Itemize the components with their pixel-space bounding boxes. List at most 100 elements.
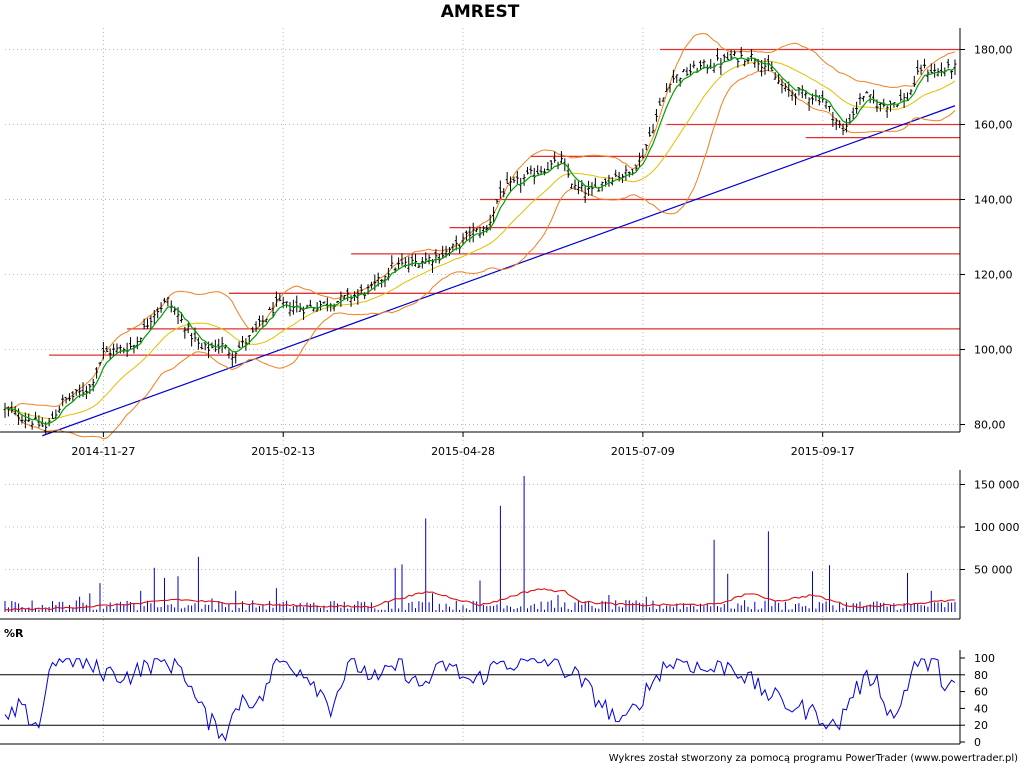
price-bar	[790, 89, 794, 101]
price-bar	[20, 414, 24, 424]
bollinger-lower-line	[4, 69, 956, 440]
price-x-tick-label: 2014-11-27	[71, 445, 135, 458]
price-bar	[308, 299, 312, 307]
price-bar	[644, 144, 648, 151]
price-bar	[57, 405, 61, 413]
volume-y-tick-label: 50 000	[974, 564, 1013, 577]
volume-average-line	[4, 588, 956, 611]
price-bar	[220, 336, 224, 354]
price-bar	[414, 253, 418, 267]
price-bar	[865, 90, 869, 94]
price-bar	[509, 176, 513, 192]
price-bar	[295, 295, 299, 313]
price-bar	[692, 60, 696, 69]
price-bar	[67, 393, 71, 402]
price-bar	[844, 118, 848, 133]
price-bar	[217, 338, 221, 354]
grid-lines	[102, 28, 824, 742]
price-bar	[685, 67, 689, 77]
price-bar	[397, 257, 401, 270]
price-bar	[149, 315, 153, 330]
price-bar	[665, 83, 669, 93]
price-bar	[851, 107, 855, 120]
price-bar	[855, 101, 859, 114]
price-bar	[475, 227, 479, 233]
price-bar	[515, 171, 519, 185]
price-bar	[553, 151, 557, 163]
price-bar	[522, 174, 526, 186]
price-bar	[315, 302, 319, 312]
price-bar	[743, 60, 747, 67]
wr-levels	[0, 674, 960, 726]
price-bar	[339, 291, 343, 307]
price-bar	[139, 337, 143, 343]
price-bar	[162, 297, 166, 303]
price-bar	[800, 85, 804, 99]
price-bar	[105, 346, 109, 353]
price-bar	[950, 70, 954, 80]
price-bar	[895, 104, 899, 108]
price-bar	[878, 102, 882, 112]
price-bar	[641, 148, 645, 159]
price-bar	[529, 165, 533, 175]
price-bar	[230, 352, 234, 367]
price-bar	[512, 176, 516, 184]
price-y-tick-label: 180,00	[974, 44, 1013, 57]
price-bar	[227, 349, 231, 359]
price-bar	[237, 341, 241, 349]
price-y-tick-label: 100,00	[974, 344, 1013, 357]
price-bar	[61, 394, 65, 407]
price-x-tick-label: 2015-02-13	[251, 445, 315, 458]
price-bar	[434, 249, 438, 264]
price-bar	[183, 326, 187, 339]
price-bar	[336, 300, 339, 303]
wr-y-tick-label: 100	[974, 652, 995, 665]
price-bar	[390, 255, 394, 269]
price-bar	[23, 412, 27, 429]
price-bar	[824, 100, 828, 109]
wr-y-tick-label: 20	[974, 719, 988, 732]
price-bar	[739, 46, 743, 59]
price-y-tick-label: 80,00	[974, 419, 1006, 432]
price-bar	[892, 102, 896, 108]
price-bar	[648, 126, 652, 137]
price-bar	[614, 169, 618, 178]
price-bar	[651, 123, 655, 134]
price-bar	[766, 54, 770, 72]
price-bar	[502, 188, 506, 198]
price-bar	[831, 111, 835, 127]
price-bar	[271, 302, 275, 318]
price-bar	[841, 123, 845, 136]
price-bar	[332, 303, 336, 312]
price-bar	[678, 77, 682, 87]
price-bar	[359, 284, 363, 295]
price-bar	[132, 344, 136, 354]
price-bar	[722, 53, 726, 63]
price-bar	[108, 348, 112, 360]
price-bar	[156, 307, 160, 319]
price-bar	[234, 351, 238, 364]
price-bar	[922, 58, 926, 69]
price-bar	[726, 51, 730, 61]
price-bar	[570, 183, 574, 189]
price-bar	[671, 69, 675, 83]
price-bar	[912, 75, 916, 87]
price-bar	[705, 64, 709, 74]
price-bar	[427, 254, 431, 265]
price-bar	[478, 226, 482, 239]
price-bar	[458, 244, 462, 254]
price-bar	[101, 341, 105, 360]
price-bar	[495, 199, 499, 204]
price-x-tick-label: 2015-09-17	[791, 445, 855, 458]
price-bar	[797, 87, 801, 96]
price-bar	[152, 309, 156, 325]
wr-y-tick-label: 80	[974, 669, 988, 682]
price-bar	[74, 389, 78, 396]
price-y-tick-label: 140,00	[974, 194, 1013, 207]
price-bar	[64, 396, 68, 404]
volume-bars	[4, 476, 956, 612]
support-resistance-levels	[42, 48, 960, 437]
price-y-tick-label: 120,00	[974, 269, 1013, 282]
price-bar	[95, 367, 99, 379]
credit-text: Wykres został stworzony za pomocą progra…	[608, 753, 1018, 764]
